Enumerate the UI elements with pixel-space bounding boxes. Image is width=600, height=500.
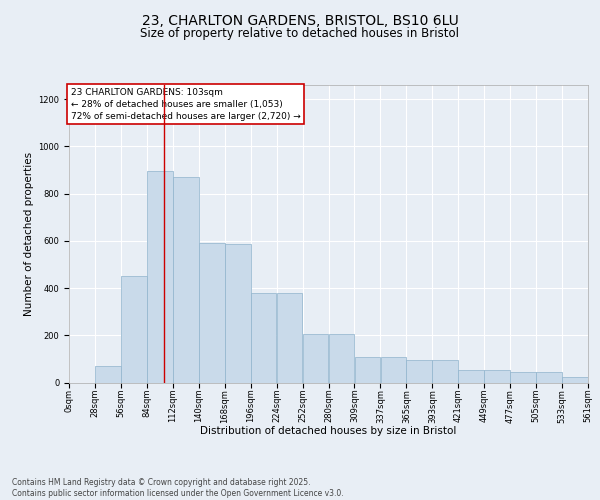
Bar [433, 360, 458, 382]
Bar [329, 334, 355, 382]
Bar [95, 366, 121, 382]
Bar [173, 177, 199, 382]
Bar [147, 171, 173, 382]
Bar [510, 372, 536, 382]
Bar [536, 372, 562, 382]
Bar [225, 244, 251, 382]
Y-axis label: Number of detached properties: Number of detached properties [24, 152, 34, 316]
Bar [380, 356, 406, 382]
Bar [251, 293, 277, 382]
Bar [484, 370, 510, 382]
Bar [199, 243, 224, 382]
Text: 23, CHARLTON GARDENS, BRISTOL, BS10 6LU: 23, CHARLTON GARDENS, BRISTOL, BS10 6LU [142, 14, 458, 28]
Bar [562, 376, 588, 382]
Text: Contains HM Land Registry data © Crown copyright and database right 2025.
Contai: Contains HM Land Registry data © Crown c… [12, 478, 344, 498]
X-axis label: Distribution of detached houses by size in Bristol: Distribution of detached houses by size … [200, 426, 457, 436]
Text: 23 CHARLTON GARDENS: 103sqm
← 28% of detached houses are smaller (1,053)
72% of : 23 CHARLTON GARDENS: 103sqm ← 28% of det… [71, 88, 301, 120]
Bar [277, 293, 302, 382]
Bar [302, 334, 328, 382]
Bar [121, 276, 147, 382]
Bar [355, 356, 380, 382]
Text: Size of property relative to detached houses in Bristol: Size of property relative to detached ho… [140, 27, 460, 40]
Bar [458, 370, 484, 382]
Bar [406, 360, 432, 382]
